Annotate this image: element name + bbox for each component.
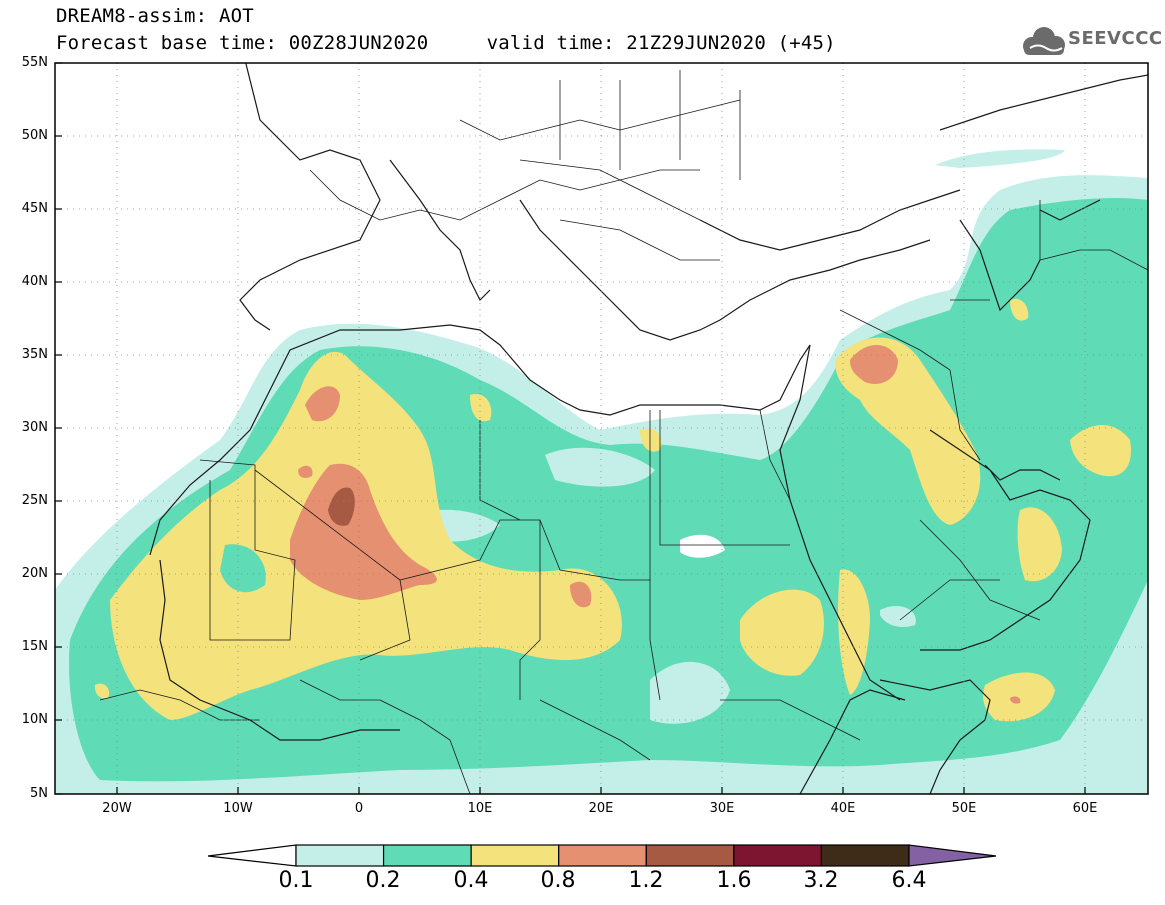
lon-tick-label: 10E [467, 801, 493, 816]
lon-tick-label: 0 [354, 801, 364, 816]
coastlines [149, 63, 1148, 794]
colorbar-label: 1.6 [716, 868, 752, 893]
country-borders [99, 70, 1148, 794]
axis-ticks [55, 62, 1086, 795]
colorbar-label: 6.4 [891, 868, 927, 893]
lat-tick-label: 55N [21, 55, 48, 70]
lat-tick-label: 5N [30, 786, 48, 801]
lat-tick-label: 45N [21, 201, 48, 216]
logo-text: SEEVCCC [1068, 28, 1163, 49]
map-title: DREAM8-assim: AOT [56, 5, 254, 27]
lat-tick-label: 50N [21, 128, 48, 143]
lon-tick-label: 20W [102, 801, 132, 816]
lat-tick-label: 25N [21, 493, 48, 508]
lon-tick-label: 30E [709, 801, 735, 816]
aot-band-light-north [935, 149, 1065, 168]
colorbar-label: 0.8 [540, 868, 576, 893]
aot-band-higher [290, 463, 437, 600]
lat-tick-label: 40N [21, 274, 48, 289]
colorbar-label: 0.2 [365, 868, 401, 893]
colorbar-label: 3.2 [803, 868, 839, 893]
aot-band-very-high [328, 487, 355, 526]
colorbar-label: 1.2 [628, 868, 664, 893]
forecast-time-line: Forecast base time: 00Z28JUN2020 valid t… [56, 32, 836, 54]
lat-tick-label: 35N [21, 347, 48, 362]
grid-lines [55, 63, 1148, 794]
lon-tick-label: 50E [951, 801, 977, 816]
lon-tick-label: 40E [830, 801, 856, 816]
lat-tick-label: 10N [21, 712, 48, 727]
lat-tick-label: 30N [21, 420, 48, 435]
colorbar-label: 0.4 [453, 868, 489, 893]
lon-tick-label: 10W [223, 801, 253, 816]
lon-tick-label: 60E [1072, 801, 1098, 816]
colorbar-label: 0.1 [278, 868, 314, 893]
lat-tick-label: 20N [21, 566, 48, 581]
aot-band-high-east [835, 337, 981, 525]
lon-tick-label: 20E [588, 801, 614, 816]
lat-tick-label: 15N [21, 639, 48, 654]
cloud-logo-icon [1023, 27, 1065, 55]
